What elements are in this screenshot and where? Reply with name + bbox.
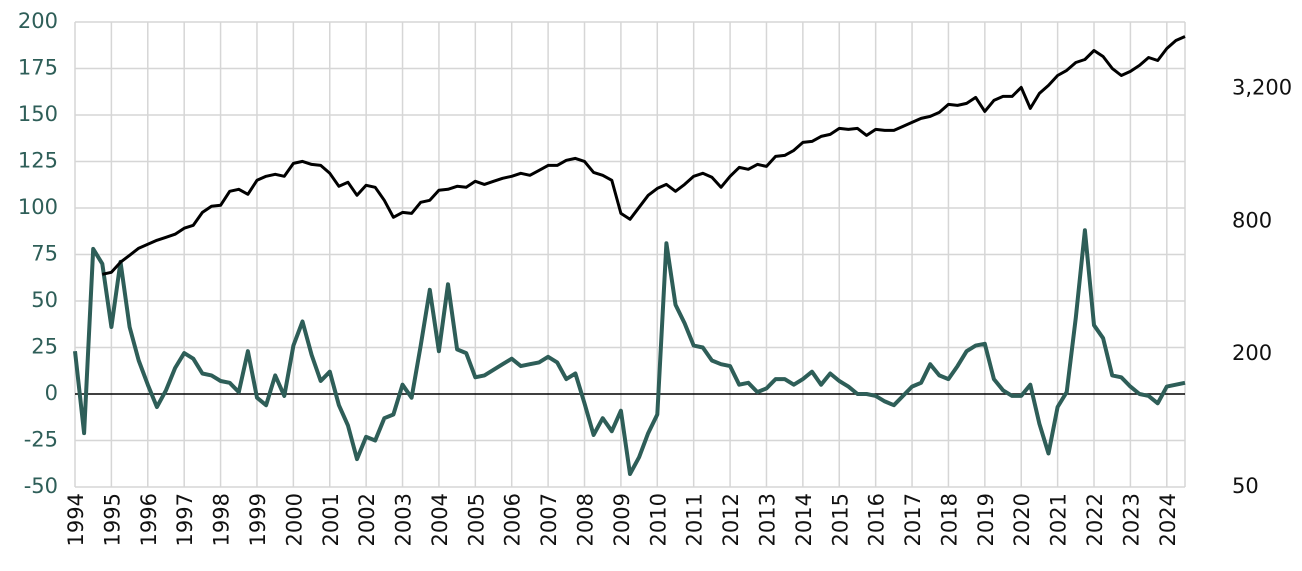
y-tick-label: -50 — [24, 474, 58, 498]
x-tick-label: 2010 — [646, 493, 670, 546]
y2-tick-label: 3,200 — [1232, 75, 1292, 99]
y-tick-label: 25 — [31, 335, 58, 359]
y-tick-label: 75 — [31, 242, 58, 266]
x-tick-label: 2007 — [537, 493, 561, 546]
x-tick-label: 2024 — [1156, 493, 1180, 546]
x-tick-label: 2015 — [828, 493, 852, 546]
y2-tick-label: 800 — [1232, 208, 1272, 232]
y-tick-label: 100 — [18, 195, 58, 219]
x-tick-label: 1998 — [210, 493, 234, 546]
x-tick-label: 2006 — [501, 493, 525, 546]
y-tick-label: 0 — [45, 381, 58, 405]
x-tick-label: 2023 — [1119, 493, 1143, 546]
y-tick-label: 175 — [18, 56, 58, 80]
y-tick-label: 150 — [18, 102, 58, 126]
y2-tick-label: 200 — [1232, 341, 1272, 365]
y-tick-label: 125 — [18, 149, 58, 173]
x-tick-label: 2017 — [901, 493, 925, 546]
grid — [74, 21, 1186, 488]
x-tick-label: 2000 — [282, 493, 306, 546]
x-tick-label: 2014 — [792, 493, 816, 546]
x-tick-label: 2001 — [319, 493, 343, 546]
x-tick-label: 2018 — [937, 493, 961, 546]
x-tick-label: 2013 — [755, 493, 779, 546]
x-tick-label: 2003 — [392, 493, 416, 546]
x-tick-label: 2022 — [1083, 493, 1107, 546]
x-tick-label: 2019 — [974, 493, 998, 546]
x-tick-label: 2021 — [1047, 493, 1071, 546]
y-tick-label: 200 — [18, 9, 58, 33]
x-tick-label: 2011 — [683, 493, 707, 546]
x-tick-label: 1995 — [100, 493, 124, 546]
series-line — [73, 228, 1186, 476]
x-tick-label: 1996 — [137, 493, 161, 546]
x-tick-label: 2016 — [865, 493, 889, 546]
x-tick-label: 2012 — [719, 493, 743, 546]
y2-tick-label: 50 — [1232, 474, 1259, 498]
x-tick-label: 2005 — [464, 493, 488, 546]
series-line — [101, 35, 1186, 276]
x-tick-label: 2002 — [355, 493, 379, 546]
y-tick-label: -25 — [24, 428, 58, 452]
x-tick-label: 1997 — [173, 493, 197, 546]
x-tick-label: 2020 — [1010, 493, 1034, 546]
x-tick-label: 2009 — [610, 493, 634, 546]
x-tick-label: 1999 — [246, 493, 270, 546]
x-tick-label: 1994 — [64, 493, 88, 546]
x-tick-label: 2004 — [428, 493, 452, 546]
y-tick-label: 50 — [31, 288, 58, 312]
x-tick-label: 2008 — [574, 493, 598, 546]
